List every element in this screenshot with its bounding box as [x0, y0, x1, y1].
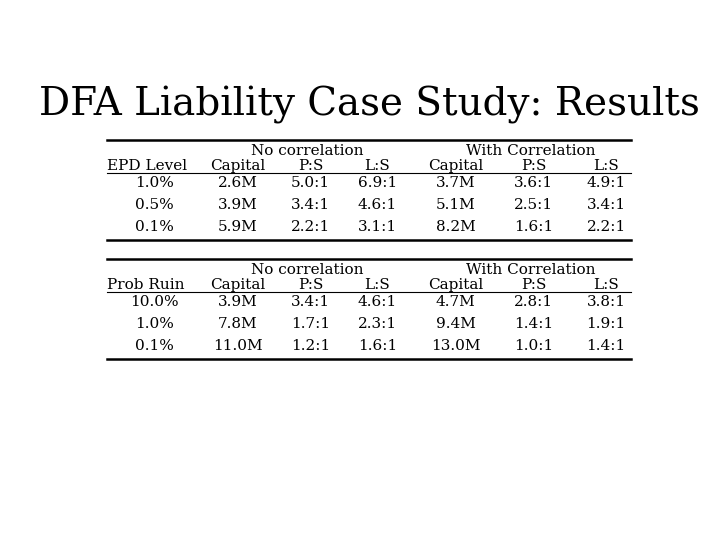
- Text: No correlation: No correlation: [251, 263, 364, 277]
- Text: Capital: Capital: [210, 278, 266, 292]
- Text: P:S: P:S: [298, 159, 323, 173]
- Text: 3.4:1: 3.4:1: [291, 295, 330, 309]
- Text: 2.5:1: 2.5:1: [514, 198, 553, 212]
- Text: 5.9M: 5.9M: [218, 220, 258, 234]
- Text: 2.6M: 2.6M: [218, 176, 258, 190]
- Text: 6.9:1: 6.9:1: [358, 176, 397, 190]
- Text: Capital: Capital: [428, 278, 483, 292]
- Text: 1.4:1: 1.4:1: [514, 318, 553, 331]
- Text: 0.5%: 0.5%: [135, 198, 174, 212]
- Text: 4.6:1: 4.6:1: [358, 198, 397, 212]
- Text: 5.0:1: 5.0:1: [291, 176, 330, 190]
- Text: P:S: P:S: [521, 278, 546, 292]
- Text: L:S: L:S: [593, 278, 619, 292]
- Text: Capital: Capital: [428, 159, 483, 173]
- Text: 0.1%: 0.1%: [135, 220, 174, 234]
- Text: 10.0%: 10.0%: [130, 295, 179, 309]
- Text: DFA Liability Case Study: Results: DFA Liability Case Study: Results: [39, 85, 699, 124]
- Text: 1.4:1: 1.4:1: [587, 339, 626, 353]
- Text: 2.2:1: 2.2:1: [291, 220, 330, 234]
- Text: 1.6:1: 1.6:1: [358, 339, 397, 353]
- Text: 3.6:1: 3.6:1: [514, 176, 553, 190]
- Text: 1.0%: 1.0%: [135, 318, 174, 331]
- Text: P:S: P:S: [298, 278, 323, 292]
- Text: 1.9:1: 1.9:1: [587, 318, 626, 331]
- Text: P:S: P:S: [521, 159, 546, 173]
- Text: 7.8M: 7.8M: [218, 318, 258, 331]
- Text: 1.7:1: 1.7:1: [291, 318, 330, 331]
- Text: 1.2:1: 1.2:1: [291, 339, 330, 353]
- Text: EPD Level: EPD Level: [107, 159, 187, 173]
- Text: Capital: Capital: [210, 159, 266, 173]
- Text: 5.1M: 5.1M: [436, 198, 475, 212]
- Text: 2.2:1: 2.2:1: [587, 220, 626, 234]
- Text: Prob Ruin: Prob Ruin: [107, 278, 184, 292]
- Text: L:S: L:S: [364, 278, 390, 292]
- Text: 3.4:1: 3.4:1: [587, 198, 626, 212]
- Text: 9.4M: 9.4M: [436, 318, 475, 331]
- Text: No correlation: No correlation: [251, 144, 364, 158]
- Text: 3.7M: 3.7M: [436, 176, 475, 190]
- Text: 4.7M: 4.7M: [436, 295, 475, 309]
- Text: L:S: L:S: [593, 159, 619, 173]
- Text: 3.1:1: 3.1:1: [358, 220, 397, 234]
- Text: L:S: L:S: [364, 159, 390, 173]
- Text: 4.9:1: 4.9:1: [587, 176, 626, 190]
- Text: With Correlation: With Correlation: [466, 144, 595, 158]
- Text: 13.0M: 13.0M: [431, 339, 480, 353]
- Text: 3.8:1: 3.8:1: [587, 295, 626, 309]
- Text: 2.3:1: 2.3:1: [358, 318, 397, 331]
- Text: 11.0M: 11.0M: [213, 339, 263, 353]
- Text: 1.0:1: 1.0:1: [514, 339, 553, 353]
- Text: With Correlation: With Correlation: [466, 263, 595, 277]
- Text: 0.1%: 0.1%: [135, 339, 174, 353]
- Text: 3.9M: 3.9M: [218, 295, 258, 309]
- Text: 1.6:1: 1.6:1: [514, 220, 553, 234]
- Text: 2.8:1: 2.8:1: [514, 295, 553, 309]
- Text: 8.2M: 8.2M: [436, 220, 475, 234]
- Text: 4.6:1: 4.6:1: [358, 295, 397, 309]
- Text: 1.0%: 1.0%: [135, 176, 174, 190]
- Text: 3.9M: 3.9M: [218, 198, 258, 212]
- Text: 3.4:1: 3.4:1: [291, 198, 330, 212]
